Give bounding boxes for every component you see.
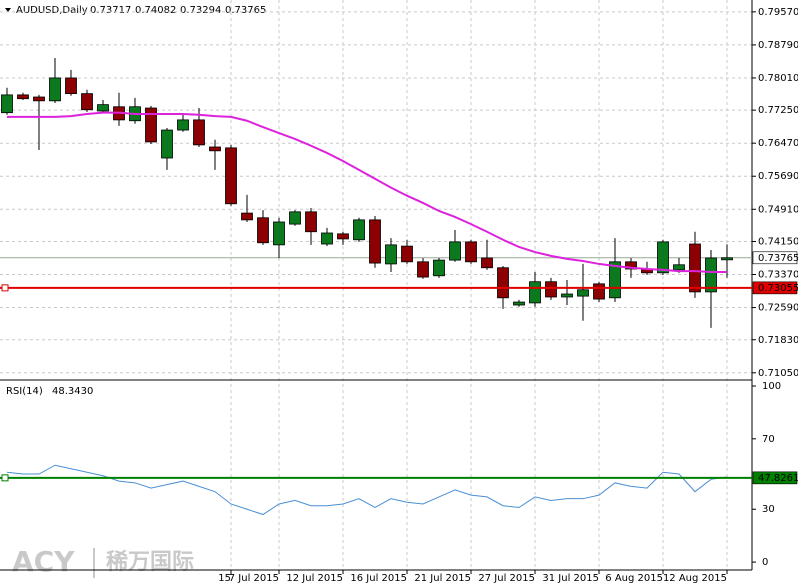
x-tick-label: 12 Aug 2015 [663,573,727,584]
x-tick-label: 15 [218,573,231,584]
candle-body [609,261,621,299]
collapse-icon [5,8,11,12]
candle-body [577,289,589,297]
price-tag-label: 0.73055 [758,283,798,294]
candle-body [273,221,285,246]
candle-body [497,267,509,299]
x-tick-label: 27 Jul 2015 [478,573,535,584]
rsi-tick-label: 30 [762,504,775,515]
candle-body [225,147,237,205]
price-tag [752,281,798,295]
x-tick-label: 7 Jul 2015 [229,573,279,584]
y-tick-label: 0.71050 [758,368,798,379]
chart-title: AUDUSD,Daily [16,5,88,16]
moving-average [7,111,727,273]
candle-body [529,281,541,304]
candle-body [545,281,557,298]
price-tag-label: 0.73765 [758,253,798,264]
y-tick-label: 0.72590 [758,303,798,314]
rsi-value: 48.3430 [52,386,93,397]
y-tick-label: 0.77250 [758,105,798,116]
candle-body [689,243,701,293]
candle-body [33,96,45,102]
candle-body [17,94,29,100]
candle-body [401,245,413,263]
y-tick-label: 0.71830 [758,335,798,346]
candle-body [561,293,573,298]
watermark: ACY [12,545,75,578]
y-tick-label: 0.75690 [758,171,798,182]
ohlc-open: 0.73717 [90,5,131,16]
candle-body [593,283,605,300]
candle-body [385,244,397,265]
y-tick-label: 0.79570 [758,7,798,18]
candle-body [321,232,333,245]
price-tag [752,471,798,485]
rsi-tick-label: 0 [762,557,768,568]
x-tick-label: 21 Jul 2015 [414,573,471,584]
x-tick-label: 16 Jul 2015 [350,573,407,584]
candle-body [1,94,13,114]
candle-body [337,233,349,240]
level-handle [1,284,9,292]
candle-body [209,146,221,152]
y-tick-label: 0.74910 [758,204,798,215]
rsi-line [6,464,728,516]
candle-body [177,119,189,131]
level-handle [1,474,9,482]
x-tick-label: 31 Jul 2015 [542,573,599,584]
candle-body [449,241,461,261]
rsi-tick-label: 100 [762,381,781,392]
candle-body [241,212,253,221]
candle-body [65,77,77,95]
candle-body [417,261,429,278]
rsi-tick-label: 70 [762,434,775,445]
candle-body [289,211,301,225]
price-tag-label: 47.8261 [758,473,798,484]
candle-body [369,219,381,264]
ohlc-close: 0.73765 [225,5,266,16]
candle-body [97,104,109,112]
candle-body [657,241,669,274]
y-tick-label: 0.76470 [758,138,798,149]
price-tag [752,251,798,265]
candle-body [193,119,205,146]
candle-body [721,257,733,261]
candle-body [465,241,477,263]
y-tick-label: 0.73370 [758,270,798,281]
candle-body [305,211,317,233]
candle-body [433,259,445,277]
y-tick-label: 0.78010 [758,73,798,84]
candle-body [705,257,717,293]
candle-body [161,129,173,159]
candle-body [625,261,637,270]
watermark-cn: 稀万国际 [106,549,194,575]
candle-body [513,301,525,306]
candle-body [481,257,493,269]
candle-body [257,217,269,244]
y-tick-label: 0.74150 [758,236,798,247]
candle-body [353,219,365,241]
candle-body [145,107,157,143]
y-tick-label: 0.78790 [758,40,798,51]
x-tick-label: 12 Jul 2015 [286,573,343,584]
ohlc-high: 0.74082 [135,5,176,16]
candle-body [49,77,61,102]
x-tick-label: 6 Aug 2015 [605,573,663,584]
candle-body [673,264,685,271]
ohlc-low: 0.73294 [180,5,221,16]
rsi-title: RSI(14) [6,386,43,397]
candle-body [81,93,93,111]
